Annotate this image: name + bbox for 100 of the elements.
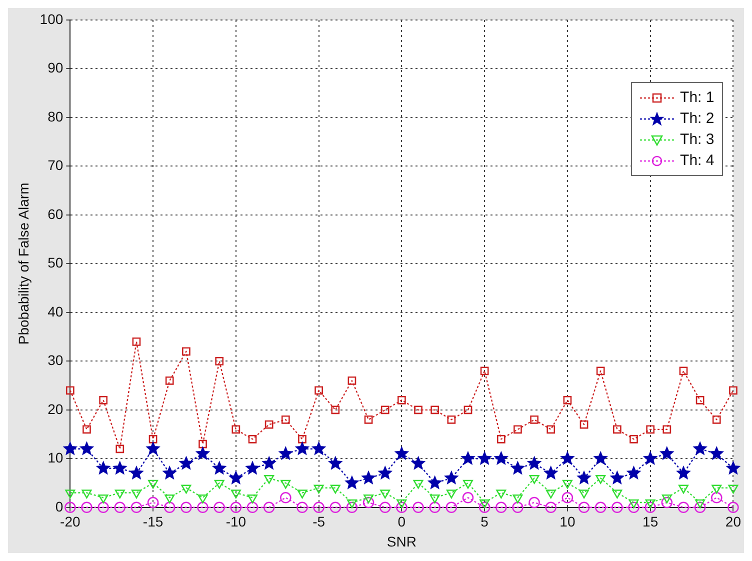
point — [594, 452, 608, 464]
legend-label: Th: 3 — [680, 131, 714, 148]
point — [130, 466, 144, 480]
point — [196, 446, 210, 460]
point — [148, 480, 158, 489]
point — [63, 442, 77, 455]
point — [198, 440, 207, 448]
point — [712, 484, 722, 494]
point — [429, 502, 440, 514]
x-tick-label: -5 — [312, 514, 326, 530]
point — [230, 490, 241, 498]
point — [214, 480, 224, 489]
point — [512, 502, 524, 514]
point — [545, 502, 557, 514]
point — [546, 490, 556, 498]
point — [248, 434, 257, 444]
point — [430, 494, 440, 504]
point — [181, 484, 192, 494]
point — [278, 446, 292, 460]
point — [264, 420, 274, 429]
point — [596, 366, 605, 376]
point — [578, 502, 590, 514]
point — [646, 425, 655, 434]
y-tick-label: 100 — [40, 10, 64, 27]
point — [229, 471, 243, 484]
point — [114, 502, 126, 514]
point — [215, 356, 224, 366]
legend-label: Th: 4 — [680, 152, 714, 169]
point — [562, 480, 572, 489]
point — [480, 499, 490, 508]
y-tick-label: 60 — [48, 206, 64, 222]
legend-label: Th: 2 — [680, 110, 714, 127]
point — [164, 502, 176, 514]
point — [114, 490, 125, 498]
point — [348, 376, 356, 385]
point — [412, 456, 425, 470]
x-tick-label: -15 — [142, 514, 164, 530]
x-tick-label: 15 — [642, 514, 658, 530]
point — [676, 466, 690, 480]
point — [362, 496, 374, 508]
point — [514, 425, 522, 434]
point — [214, 502, 225, 514]
point — [628, 499, 639, 508]
point — [81, 502, 92, 514]
point — [65, 490, 76, 498]
point — [146, 442, 160, 455]
point — [98, 494, 108, 504]
point — [678, 484, 688, 494]
point — [660, 446, 674, 460]
point — [612, 425, 622, 434]
point — [628, 502, 640, 514]
point — [710, 446, 724, 460]
point — [645, 499, 656, 508]
point — [679, 366, 688, 376]
point — [378, 466, 392, 480]
y-tick-label: 0 — [55, 498, 64, 514]
x-tick-label: -20 — [60, 514, 80, 530]
point — [430, 406, 440, 414]
point — [594, 502, 606, 514]
point — [678, 502, 690, 514]
point — [496, 490, 506, 498]
point — [478, 502, 490, 514]
point — [314, 386, 323, 395]
point — [96, 461, 110, 474]
point — [298, 434, 306, 444]
point — [461, 452, 475, 464]
point — [264, 475, 274, 484]
point — [164, 494, 175, 504]
x-axis-title: SNR — [386, 533, 416, 550]
point — [82, 425, 91, 434]
point — [296, 442, 309, 455]
point — [346, 502, 358, 514]
point — [728, 502, 739, 514]
point — [364, 494, 374, 504]
point — [478, 452, 492, 464]
y-tick-label: 80 — [48, 108, 64, 124]
point — [246, 502, 258, 514]
point — [314, 484, 324, 494]
point — [395, 446, 408, 460]
point — [412, 502, 424, 514]
point — [662, 425, 672, 434]
point — [630, 434, 638, 444]
point — [627, 466, 640, 480]
point — [212, 461, 226, 474]
point — [546, 425, 556, 434]
point — [413, 480, 424, 489]
point — [596, 475, 606, 484]
point — [560, 452, 574, 464]
point — [232, 425, 240, 434]
point — [98, 502, 109, 514]
point — [563, 396, 572, 404]
point — [579, 490, 590, 498]
point — [230, 502, 242, 514]
point — [246, 461, 260, 474]
point — [248, 494, 258, 504]
point — [428, 476, 442, 489]
point — [729, 386, 738, 395]
point — [644, 502, 656, 514]
point — [494, 452, 508, 464]
point — [728, 484, 738, 494]
